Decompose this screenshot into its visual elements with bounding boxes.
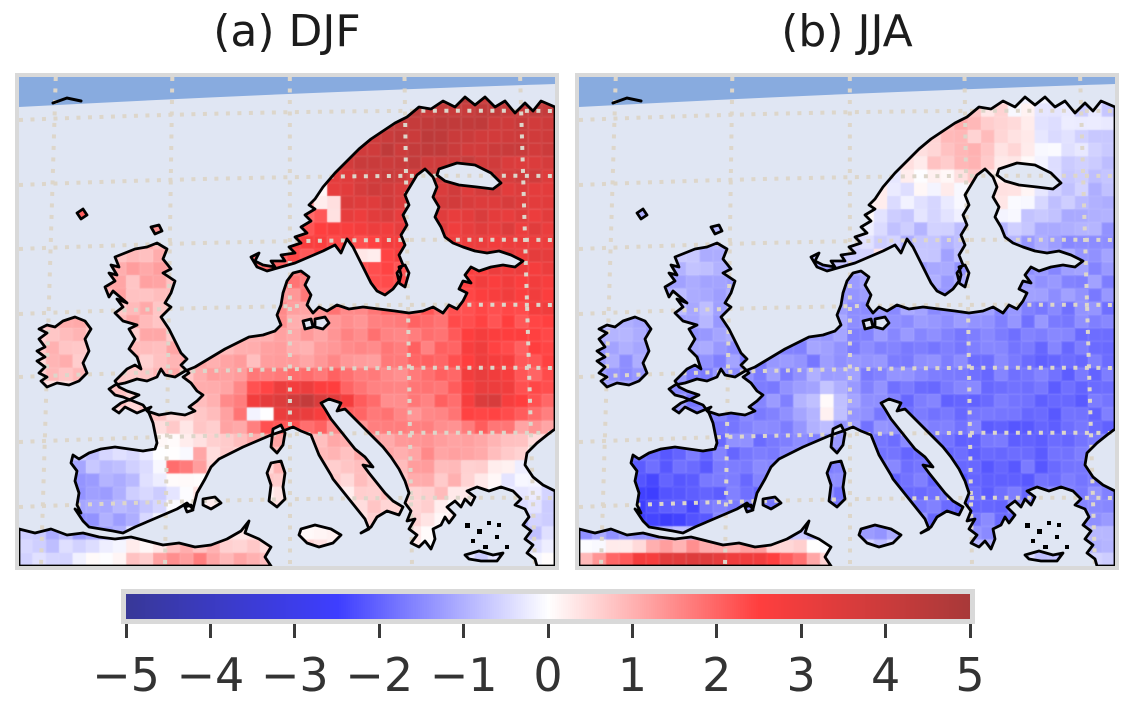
colorbar-tick — [293, 624, 297, 638]
colorbar-tick — [884, 624, 888, 638]
longitude-gridline — [39, 77, 58, 566]
latitude-gridline — [579, 173, 1115, 187]
map-panel-jja — [575, 73, 1119, 570]
colorbar-tick — [208, 624, 212, 638]
longitude-gridline — [962, 77, 974, 566]
panel-title-jja: (b) JJA — [781, 6, 913, 57]
heatmap-canvas-jja — [579, 77, 1115, 566]
colorbar-tick — [377, 624, 381, 638]
map-overlay-jja — [579, 77, 1115, 566]
coastline — [19, 95, 555, 566]
iceland-coast-fragment — [611, 96, 643, 105]
coastline — [579, 95, 1115, 566]
projection-edge-band — [579, 77, 1115, 107]
colorbar-tick-label: 2 — [702, 648, 732, 702]
colorbar-tick-label: −5 — [92, 648, 160, 702]
longitude-gridline — [402, 77, 414, 566]
colorbar-tick — [124, 624, 128, 638]
panel-title-djf: (a) DJF — [213, 6, 361, 57]
latitude-gridline — [19, 495, 555, 509]
colorbar-tick — [630, 624, 634, 638]
latitude-gridline — [579, 430, 1115, 444]
colorbar-tick — [968, 624, 972, 638]
latitude-gridline — [19, 430, 555, 444]
colorbar-tick — [462, 624, 466, 638]
iceland-coast-fragment — [51, 96, 83, 105]
colorbar-tick-label: 4 — [870, 648, 901, 702]
longitude-gridline — [1078, 77, 1097, 566]
latitude-gridline — [19, 108, 555, 122]
colorbar-tick — [546, 624, 550, 638]
colorbar-tick — [799, 624, 803, 638]
latitude-gridline — [19, 237, 555, 251]
colorbar-gradient — [126, 594, 970, 619]
colorbar-tick-label: −1 — [429, 648, 498, 702]
colorbar-tick-label: −3 — [260, 648, 329, 702]
map-overlay-djf — [19, 77, 555, 566]
latitude-gridline — [19, 173, 555, 187]
latitude-gridline — [579, 108, 1115, 122]
colorbar-tick-label: −4 — [176, 648, 245, 702]
heatmap-canvas-djf — [19, 77, 555, 566]
colorbar-tick-label: 1 — [617, 648, 648, 702]
projection-edge-band — [19, 77, 555, 107]
longitude-gridline — [723, 77, 735, 566]
map-panel-djf — [15, 73, 559, 570]
colorbar-tick-label: 3 — [786, 648, 816, 702]
colorbar-tick-label: 0 — [533, 648, 563, 702]
colorbar-tick-label: 5 — [955, 648, 985, 702]
aegean-islands — [465, 521, 509, 549]
aegean-islands — [1025, 521, 1069, 549]
latitude-gridline — [579, 495, 1115, 509]
colorbar-tick-label: −2 — [345, 648, 414, 702]
latitude-gridline — [579, 302, 1115, 316]
colorbar-tick — [715, 624, 719, 638]
longitude-gridline — [518, 77, 537, 566]
latitude-gridline — [19, 365, 555, 379]
longitude-gridline — [163, 77, 175, 566]
latitude-gridline — [579, 365, 1115, 379]
longitude-gridline — [599, 77, 618, 566]
latitude-gridline — [19, 302, 555, 316]
colorbar — [121, 589, 975, 624]
latitude-gridline — [579, 237, 1115, 251]
